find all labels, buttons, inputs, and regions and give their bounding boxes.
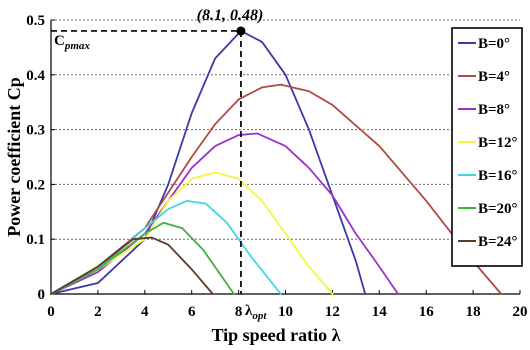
lambda-opt-subscript: opt [252, 310, 267, 322]
series-line-5 [50, 221, 235, 295]
y-tick-label-2: 0.2 [26, 177, 45, 193]
x-tick-label-1: 2 [94, 304, 102, 320]
y-tick-label-0: 0 [38, 287, 46, 303]
x-tick-label-5: 10 [278, 304, 293, 320]
x-tick-label-4: 8 [235, 304, 243, 320]
x-axis-title: Tip speed ratio λ [211, 325, 340, 345]
lambda-opt-label: λopt [245, 303, 267, 322]
y-axis-title: Power coefficient Cp [4, 77, 24, 237]
legend-label-3: B=12° [478, 135, 518, 151]
legend-box [451, 27, 523, 267]
x-tick-label-10: 20 [513, 304, 528, 320]
series-line-2 [50, 132, 399, 295]
x-tick-label-3: 6 [188, 304, 196, 320]
cpmax-main-text: C [54, 33, 65, 49]
legend-label-5: B=20° [478, 201, 518, 217]
lambda-opt-main-text: λ [245, 303, 253, 319]
y-tick-label-4: 0.4 [26, 68, 45, 84]
series-line-3 [50, 171, 334, 295]
series-line-4 [50, 199, 282, 295]
x-tick-label-7: 14 [372, 304, 388, 320]
legend-label-0: B=0° [478, 36, 510, 52]
legend-label-2: B=8° [478, 102, 510, 118]
legend-label-6: B=24° [478, 234, 518, 250]
x-tick-label-2: 4 [141, 304, 149, 320]
legend-label-4: B=16° [478, 168, 518, 184]
x-tick-label-9: 18 [466, 304, 481, 320]
legend-label-1: B=4° [478, 69, 510, 85]
x-tick-label-0: 0 [47, 304, 55, 320]
cpmax-label: Cpmax [54, 33, 90, 52]
cpmax-subscript: pmax [64, 40, 91, 52]
y-tick-label-3: 0.3 [26, 123, 45, 139]
y-tick-label-5: 0.5 [26, 13, 45, 29]
series-line-6 [50, 236, 214, 295]
peak-point-marker [236, 26, 246, 36]
peak-coordinate-label: (8.1, 0.48) [197, 7, 264, 24]
x-tick-label-6: 12 [325, 304, 340, 320]
series-line-1 [50, 83, 503, 295]
x-tick-label-8: 16 [419, 304, 435, 320]
y-tick-label-1: 0.1 [26, 232, 45, 248]
